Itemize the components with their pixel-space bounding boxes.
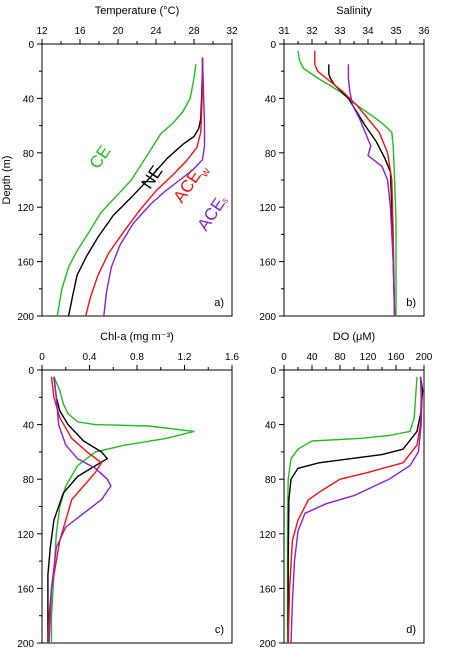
y-tick-label: 40 [265,421,277,432]
x-tick-label: 1.2 [178,352,192,363]
x-tick-label: 1.6 [225,352,239,363]
curve-label-CE: CE [86,142,115,172]
x-tick-label: 0.4 [83,352,97,363]
y-tick-label: 200 [259,639,276,649]
x-tick-label: 0.8 [130,352,144,363]
panel-label: d) [406,624,416,636]
series-line-NE [47,376,109,643]
series-line-NE [287,376,424,643]
panel-1: Temperature (°C) 12 16 20 24 28 32 0 40 80 120 160 2… [17,5,238,323]
y-tick-label: 120 [17,530,34,541]
y-tick-label: 80 [23,475,35,486]
y-tick-label: 160 [259,258,276,269]
axis-title: DO (μM) [333,331,375,343]
x-tick-label: 200 [416,352,433,363]
series-line-ACEw [47,376,103,644]
axis-title: Salinity [336,5,372,17]
x-tick-label: 80 [334,352,346,363]
series-line-ACEs [48,376,112,644]
x-tick-label: 33 [334,26,346,37]
y-tick-label: 160 [259,584,276,595]
y-tick-label: 160 [17,258,34,269]
panel-2: Salinity 31 32 33 34 35 36 0 40 80 120 160 200 b) [259,5,430,323]
series-line-NE [328,64,396,317]
y-tick-label: 120 [259,203,276,214]
series-line-ACEs [103,57,206,317]
x-tick-label: 32 [306,26,318,37]
y-tick-label: 120 [259,530,276,541]
y-tick-label: 120 [17,203,34,214]
series-line-CE [50,376,195,643]
y-tick-label: 40 [23,421,35,432]
y-tick-label: 80 [23,149,35,160]
series-line-CE [286,376,418,643]
y-tick-label: 200 [259,312,276,323]
x-tick-label: 32 [226,26,238,37]
x-tick-label: 28 [188,26,200,37]
series-line-CE [56,64,197,317]
x-tick-label: 20 [112,26,124,37]
series-line-ACEw [85,57,204,317]
x-tick-label: 34 [362,26,374,37]
series-line-CE [297,50,397,316]
x-tick-label: 16 [74,26,86,37]
x-tick-label: 35 [390,26,402,37]
y-tick-label: 0 [28,366,34,377]
x-tick-label: 0 [281,352,287,363]
x-tick-label: 36 [418,26,430,37]
y-tick-label: 80 [265,149,277,160]
series-line-ACEw [314,50,396,317]
curve-label-ACEs-subscript: s [219,195,230,205]
y-tick-label: 200 [17,312,34,323]
y-axis-label-top: Depth (m) [1,156,13,205]
y-tick-label: 40 [23,94,35,105]
panel-label: b) [406,297,416,309]
x-tick-label: 31 [278,26,290,37]
y-tick-label: 40 [265,94,277,105]
y-tick-label: 0 [28,40,34,51]
y-tick-label: 200 [17,639,34,649]
x-tick-label: 40 [306,352,318,363]
curve-label-NE: NE [138,162,167,192]
axis-title: Temperature (°C) [95,5,179,17]
axis-title: Chl-a (mg m⁻³) [100,331,174,343]
y-tick-label: 0 [270,40,276,51]
y-tick-label: 80 [265,475,277,486]
plot-frame [41,369,233,644]
x-tick-label: 120 [360,352,377,363]
panel-label: a) [214,297,224,309]
x-tick-label: 24 [150,26,162,37]
series-line-ACEs [347,64,396,317]
y-tick-label: 0 [270,366,276,377]
series-line-ACEw [287,376,422,644]
series-line-ACEs [290,376,423,644]
y-tick-label: 160 [17,584,34,595]
x-tick-label: 12 [36,26,48,37]
plot-frame [283,43,425,317]
x-tick-label: 160 [388,352,405,363]
panel-label: c) [215,624,224,636]
panel-3: Chl-a (mg m⁻³) 0 0.4 0.8 1.2 1.6 0 40 80 120 160 20… [17,331,239,649]
x-tick-label: 0 [39,352,45,363]
panel-4: DO (μM) 0 40 80 120 160 200 0 40 80 120 160 200 d) [259,331,432,649]
